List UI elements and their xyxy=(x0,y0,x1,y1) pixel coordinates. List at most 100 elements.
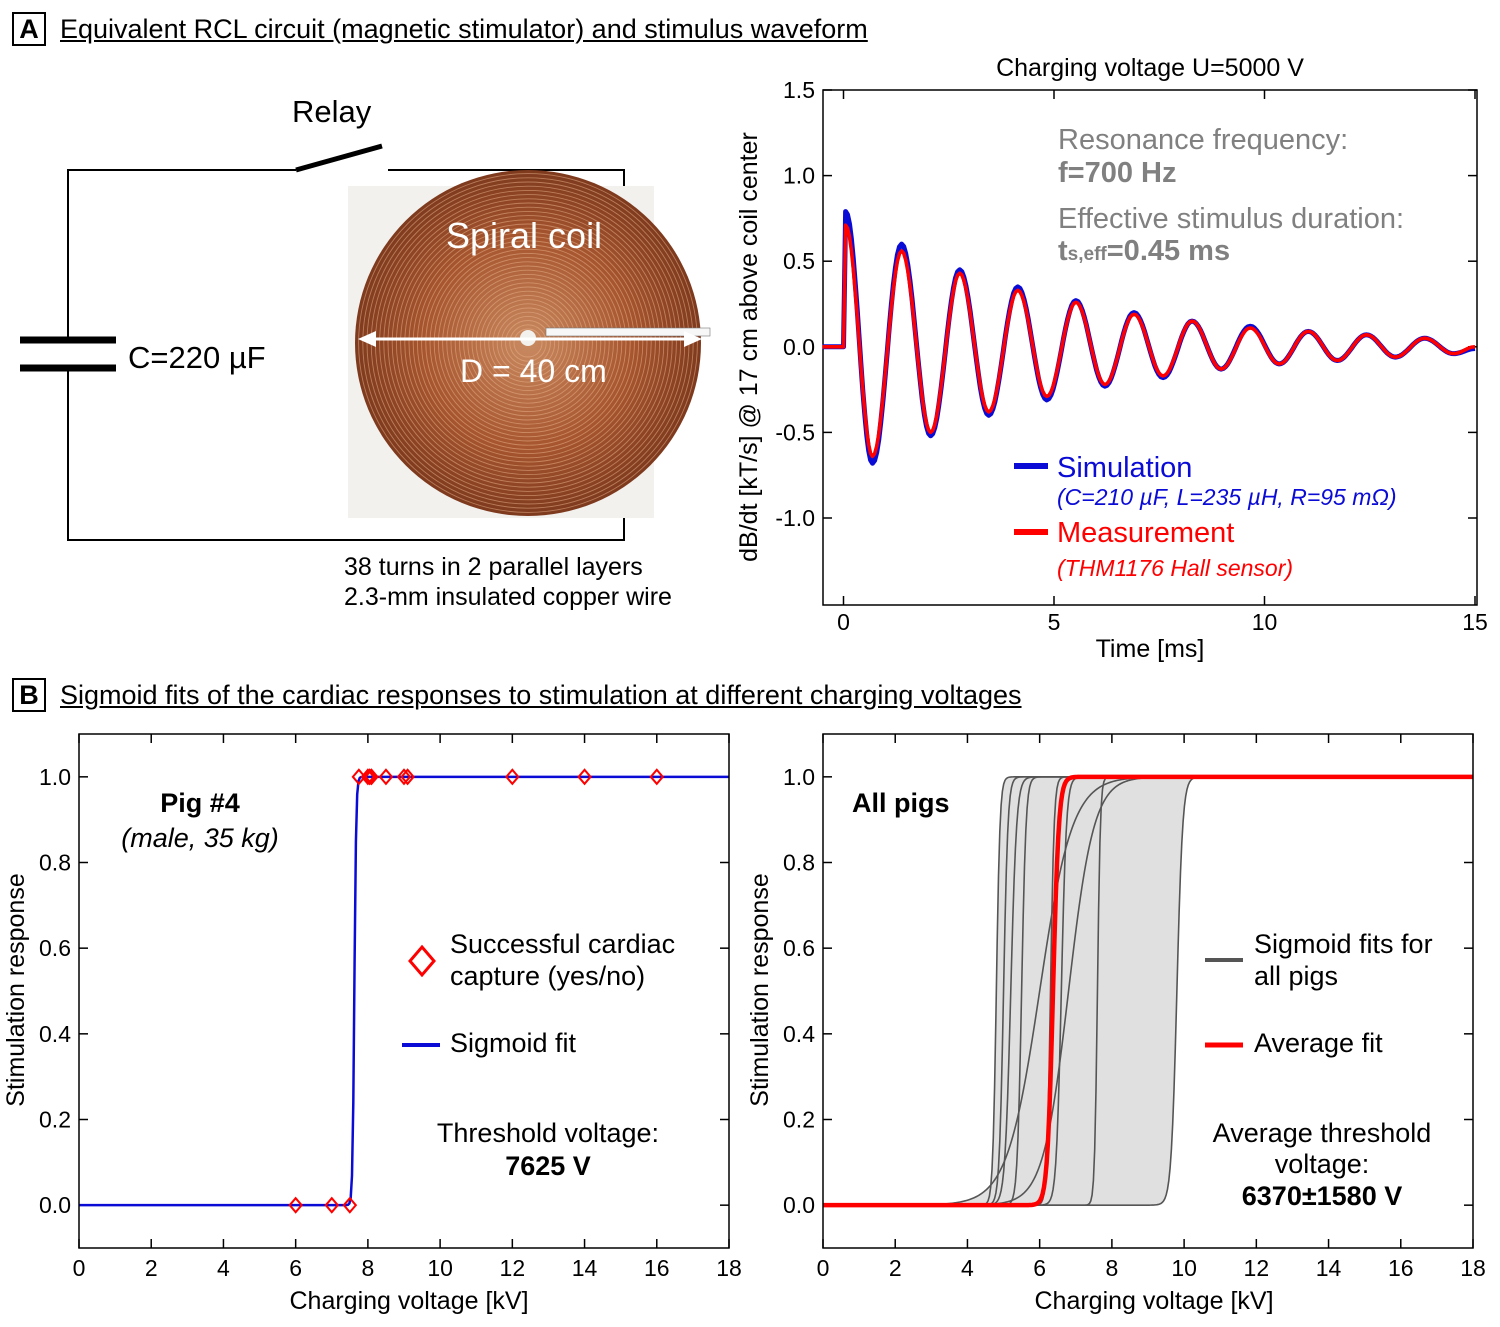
coil-winding xyxy=(475,290,581,396)
coil-winding xyxy=(509,324,547,362)
plot-b1-xtick-label: 12 xyxy=(500,1255,526,1281)
pig4-sublabel: (male, 35 kg) xyxy=(121,823,279,853)
all-pigs-plot: Charging voltage [kV] Stimulation respon… xyxy=(746,733,1486,1315)
plot-b1-xtick-label: 16 xyxy=(644,1255,670,1281)
section-b-letter: B xyxy=(12,678,46,712)
plot-b1-ytick-label: 0.0 xyxy=(39,1192,71,1218)
plot-b2-ytick-label: 0.6 xyxy=(783,935,815,961)
fit-envelope-band xyxy=(823,776,1473,1206)
plot-b1-ylabel: Stimulation response xyxy=(2,873,30,1106)
coil-winding xyxy=(383,198,673,488)
plot-a-xtick-label: 5 xyxy=(1048,609,1061,635)
capture-point xyxy=(342,1196,358,1214)
capture-point xyxy=(649,768,665,786)
section-a-letter: A xyxy=(12,12,46,46)
plot-b2-xtick-label: 8 xyxy=(1105,1255,1118,1281)
plot-a-ticks: 0 5 10 15 1.5 1.0 0.5 0.0 -0.5 -1.0 xyxy=(775,77,1487,635)
plot-b1-series xyxy=(79,768,729,1214)
coil-winding xyxy=(505,320,551,366)
resonance-value: f=700 Hz xyxy=(1058,157,1176,189)
plot-a-title: Charging voltage U=5000 V xyxy=(996,54,1304,82)
capture-point xyxy=(364,768,379,786)
coil-label: Spiral coil xyxy=(446,215,602,256)
sigmoid-fit-line xyxy=(79,775,729,1207)
plot-b2-ticks: 0 2 4 6 8 10 12 14 16 18 0.0 0.2 0.4 0.6 0.8 1.0 xyxy=(783,734,1486,1281)
legend-fits-label-2: all pigs xyxy=(1254,961,1338,991)
plot-b2-ytick-label: 0.0 xyxy=(783,1192,815,1218)
coil-diameter-arrowhead-left xyxy=(358,331,376,347)
circuit-wire-left-top xyxy=(67,169,296,340)
section-b-header: B Sigmoid fits of the cardiac responses t… xyxy=(12,678,1022,712)
legend-capture-label-1: Successful cardiac xyxy=(450,929,675,959)
plot-b2-xtick-label: 4 xyxy=(961,1255,974,1281)
rcl-circuit: Relay C=220 µF xyxy=(20,94,625,541)
coil-note-line1: 38 turns in 2 parallel layers xyxy=(344,553,643,581)
coil-winding xyxy=(358,173,698,513)
coil-diameter-arrowhead-right xyxy=(684,331,702,347)
plot-b1-ytick-label: 0.4 xyxy=(39,1021,71,1047)
plot-a-xtick-label: 10 xyxy=(1252,609,1278,635)
relay-label: Relay xyxy=(292,94,372,129)
coil-winding xyxy=(387,202,669,484)
plot-b1-ytick-label: 0.8 xyxy=(39,850,71,876)
pig4-label: Pig #4 xyxy=(160,788,240,818)
plot-b1-xtick-label: 0 xyxy=(73,1255,86,1281)
plot-b1-xtick-label: 6 xyxy=(289,1255,302,1281)
plot-b1-frame xyxy=(78,733,730,1249)
legend-average-label: Average fit xyxy=(1254,1028,1383,1058)
plot-a-ytick-label: 1.5 xyxy=(783,77,815,103)
capture-point xyxy=(362,768,378,786)
coil-winding xyxy=(400,215,656,471)
plot-a-ytick-label: 0.5 xyxy=(783,248,815,274)
coil-winding xyxy=(492,307,564,379)
coil-winding xyxy=(471,286,585,400)
plot-b2-xtick-label: 6 xyxy=(1033,1255,1046,1281)
section-a-header: A Equivalent RCL circuit (magnetic stimul… xyxy=(12,12,868,46)
plot-b1-xtick-label: 10 xyxy=(427,1255,453,1281)
threshold-value: 7625 V xyxy=(505,1151,591,1181)
capture-point xyxy=(400,768,415,786)
duration-label: Effective stimulus duration: xyxy=(1058,203,1404,235)
legend-capture-marker xyxy=(408,944,436,978)
coil-winding xyxy=(479,294,577,392)
plot-b2-frame xyxy=(822,733,1474,1249)
coil-winding xyxy=(437,252,619,434)
legend-measurement-note: (THM1176 Hall sensor) xyxy=(1057,555,1293,581)
spiral-coil-photo: Spiral coil D = 40 cm xyxy=(348,170,711,518)
plot-b1-ytick-label: 0.6 xyxy=(39,935,71,961)
coil-winding xyxy=(416,231,640,455)
pig4-plot: Charging voltage [kV] Stimulation respon… xyxy=(2,733,742,1315)
coil-winding xyxy=(500,315,556,371)
plot-b2-xtick-label: 16 xyxy=(1388,1255,1414,1281)
coil-winding xyxy=(488,303,568,383)
all-pigs-label: All pigs xyxy=(852,788,950,818)
plot-b2-series xyxy=(823,774,1473,1208)
plot-a-ylabel: dB/dt [kT/s] @ 17 cm above coil center xyxy=(735,132,763,562)
duration-value-rest: =0.45 ms xyxy=(1107,235,1230,267)
coil-winding xyxy=(454,269,602,417)
plot-b2-xtick-label: 10 xyxy=(1171,1255,1197,1281)
plot-b1-ytick-label: 1.0 xyxy=(39,764,71,790)
plot-a-xtick-label: 0 xyxy=(837,609,850,635)
legend-simulation-label: Simulation xyxy=(1057,452,1192,484)
threshold-label: Threshold voltage: xyxy=(437,1118,659,1148)
capture-point xyxy=(288,1196,303,1214)
coil-winding xyxy=(412,227,644,459)
coil-winding xyxy=(425,240,631,446)
duration-value-main: t xyxy=(1058,235,1068,267)
plot-b2-xtick-label: 14 xyxy=(1316,1255,1342,1281)
section-a-title: Equivalent RCL circuit (magnetic stimula… xyxy=(60,14,868,44)
measurement-series-line xyxy=(822,223,1476,459)
coil-winding xyxy=(467,282,589,404)
circuit-wire-bottom xyxy=(67,368,625,541)
duration-value: ts,eff=0.45 ms xyxy=(1058,235,1230,267)
plot-a-ytick-label: 0.0 xyxy=(783,334,815,360)
coil-winding xyxy=(391,206,665,480)
plot-b2-xtick-label: 2 xyxy=(889,1255,902,1281)
duration-value-sub: s,eff xyxy=(1068,244,1108,265)
section-b-title: Sigmoid fits of the cardiac responses to… xyxy=(60,680,1022,710)
plot-a-ytick-label: -0.5 xyxy=(775,419,815,445)
coil-winding xyxy=(395,210,661,476)
plot-b1-xtick-label: 4 xyxy=(217,1255,230,1281)
